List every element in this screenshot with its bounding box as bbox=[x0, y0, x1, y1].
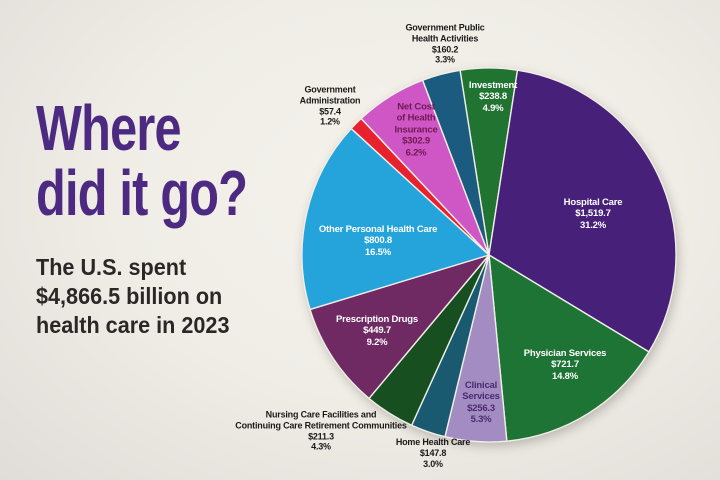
pie-slice-physician-services bbox=[488, 254, 650, 442]
subtitle-line: health care in 2023 bbox=[36, 311, 230, 338]
page-title-line: Where bbox=[36, 92, 182, 164]
subtitle: The U.S. spent $4,866.5 billion on healt… bbox=[36, 253, 297, 341]
pie-slice-government-public-health-activities bbox=[421, 69, 490, 256]
page-title-line: did it go? bbox=[36, 157, 248, 230]
pie-slice-other-personal-health-care bbox=[301, 127, 490, 311]
pie-slice-hospital-care bbox=[488, 69, 677, 353]
subtitle-line: The U.S. spent bbox=[36, 253, 187, 280]
title-block: Where did it go? The U.S. spent $4,866.5… bbox=[36, 92, 314, 341]
subtitle-line: $4,866.5 billion on bbox=[36, 282, 223, 309]
pie-slice-prescription-drugs bbox=[309, 254, 490, 400]
page-title: Where did it go? bbox=[36, 92, 248, 230]
